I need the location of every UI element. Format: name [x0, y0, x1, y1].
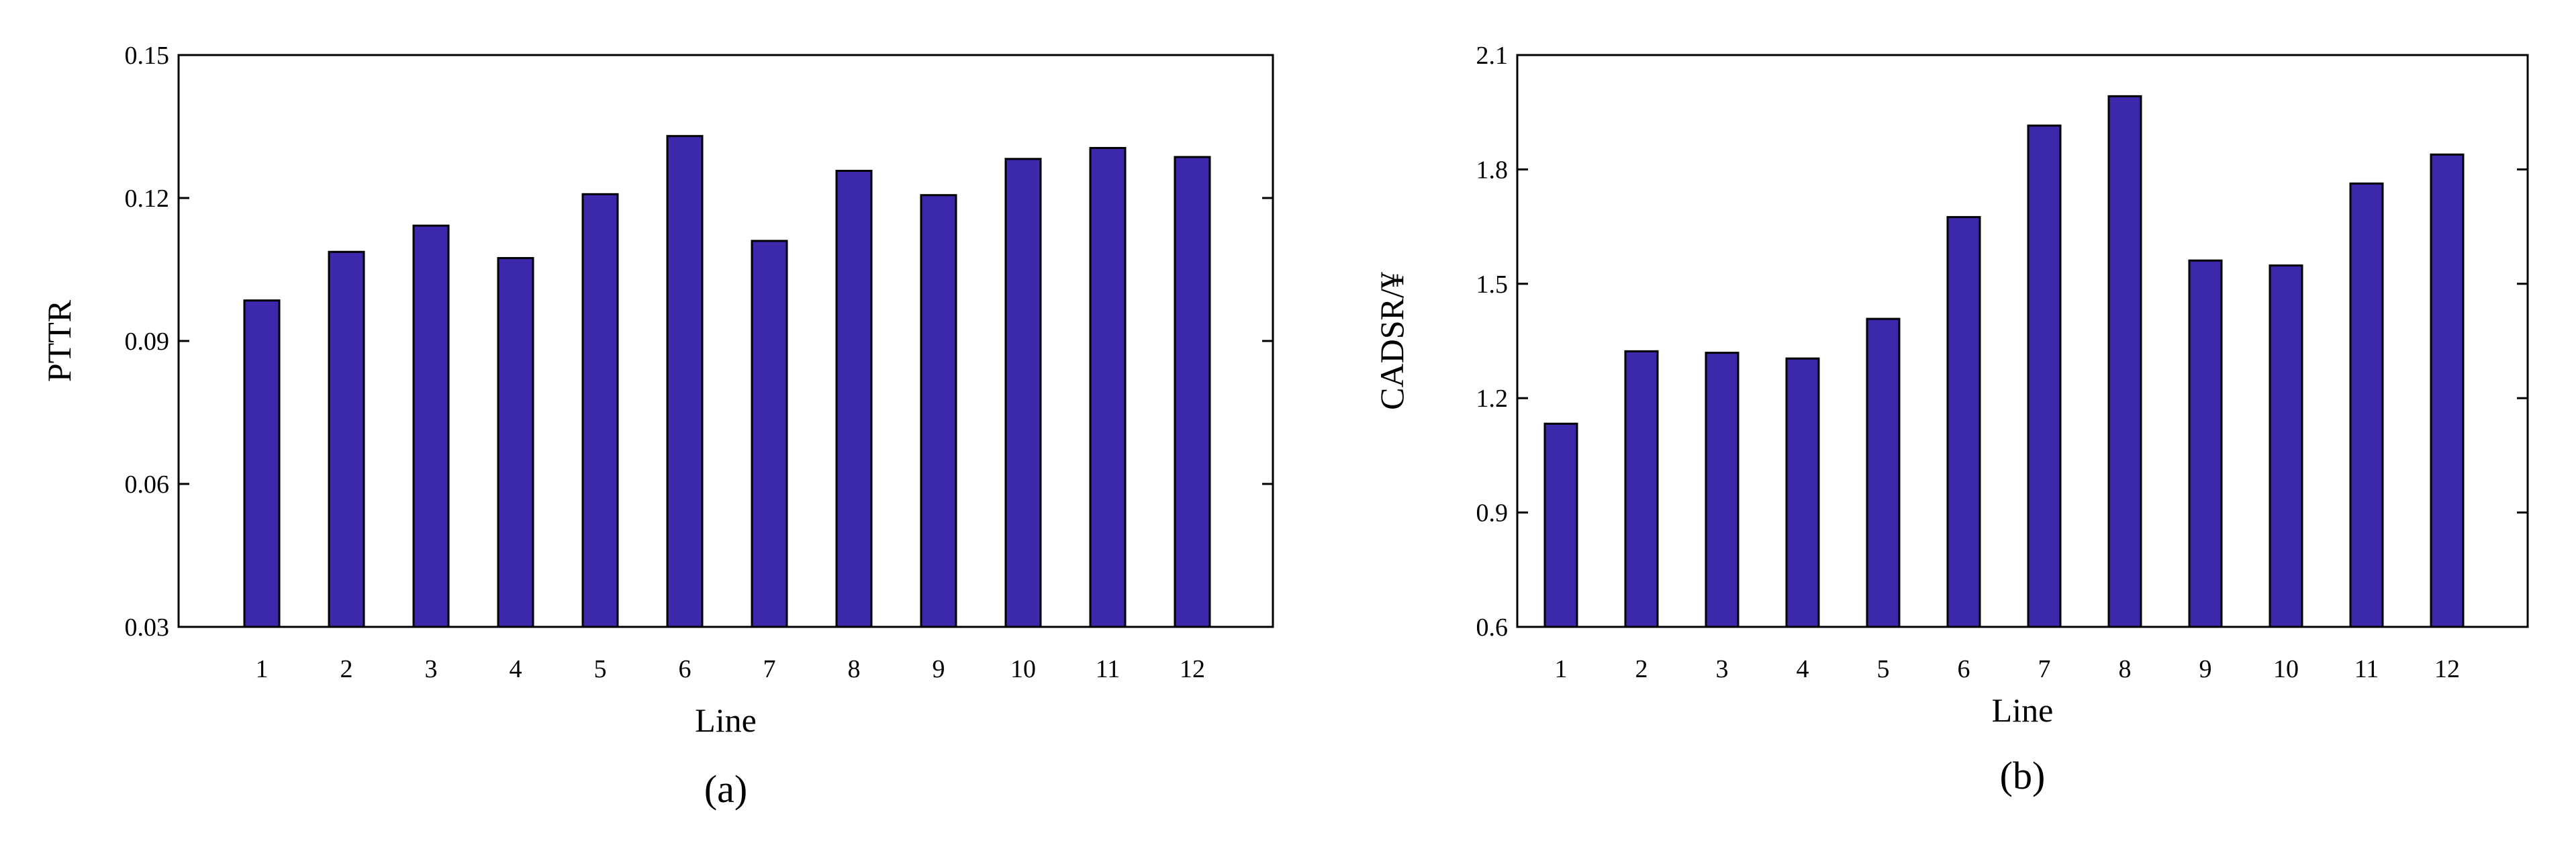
x-tick-label: 7: [763, 655, 776, 683]
panel-b-y-ticks: 0.6 0.9 1.2 1.5 1.8 2.1: [1476, 42, 2528, 642]
y-tick-label: 0.03: [125, 613, 170, 642]
x-tick-label: 4: [510, 655, 522, 683]
x-tick-label: 7: [2038, 655, 2051, 683]
bar-line-7: [751, 240, 788, 628]
bar-line-3: [412, 224, 450, 628]
bar-line-10: [1004, 158, 1042, 628]
bar-line-11: [2349, 182, 2384, 628]
x-tick-label: 2: [1635, 655, 1648, 683]
panel-a: 0.030.060.090.120.15 1 2 3 4 5 6 7 8 9 10 11 12 Lin…: [40, 42, 1274, 811]
bar-line-2: [1624, 350, 1659, 628]
panel-a-y-axis-label: PTTR: [40, 299, 78, 382]
x-tick-label: 1: [1555, 655, 1568, 683]
panel-b: 0.60.91.21.51.82.1 1 2 3 4 5 6 7 8 9 10 11 12 Line …: [1373, 42, 2529, 797]
x-tick-label: 6: [679, 655, 691, 683]
bar-line-9: [2188, 259, 2223, 628]
bar-line-3: [1705, 352, 1739, 628]
panel-b-y-axis-label: CADSR/¥: [1373, 272, 1411, 410]
x-tick-label: 12: [2434, 655, 2460, 683]
y-tick-label: 0.6: [1476, 613, 1509, 642]
bar-line-9: [920, 194, 957, 628]
y-tick-label: 0.12: [125, 185, 170, 213]
x-tick-label: 5: [1877, 655, 1890, 683]
x-tick-label: 11: [1096, 655, 1120, 683]
x-tick-label: 1: [256, 655, 269, 683]
bar-line-12: [2430, 153, 2465, 628]
x-tick-label: 3: [1716, 655, 1729, 683]
x-tick-label: 10: [1010, 655, 1036, 683]
panel-b-x-ticks: 1 2 3 4 5 6 7 8 9 10 11 12: [1555, 655, 2461, 683]
panel-a-caption: (a): [704, 767, 747, 811]
bar-line-5: [1866, 317, 1901, 628]
x-tick-label: 12: [1180, 655, 1205, 683]
panel-a-x-axis-label: Line: [695, 701, 757, 739]
x-tick-label: 9: [933, 655, 945, 683]
bar-line-4: [497, 256, 534, 628]
y-tick-label: 0.09: [125, 328, 170, 356]
bar-line-2: [328, 250, 365, 628]
panel-b-plot-frame: [1516, 54, 2529, 628]
y-tick-label: 1.5: [1476, 270, 1509, 299]
x-tick-label: 11: [2354, 655, 2379, 683]
bar-line-5: [581, 193, 619, 628]
bar-line-12: [1174, 156, 1211, 628]
y-tick-label: 0.9: [1476, 499, 1509, 528]
bar-line-8: [835, 170, 873, 628]
x-tick-label: 6: [1958, 655, 1970, 683]
bar-line-10: [2269, 264, 2303, 628]
x-tick-label: 2: [340, 655, 353, 683]
bar-line-8: [2107, 95, 2142, 628]
bar-line-7: [2027, 124, 2062, 628]
bar-line-6: [666, 135, 704, 628]
panel-a-x-ticks: 1 2 3 4 5 6 7 8 9 10 11 12: [256, 655, 1206, 683]
x-tick-label: 3: [425, 655, 438, 683]
panel-a-bars: [243, 135, 1211, 628]
panel-a-y-ticks: 0.03 0.06 0.09 0.12 0.15: [125, 42, 1273, 642]
x-tick-label: 8: [848, 655, 861, 683]
bar-line-6: [1946, 215, 1981, 628]
x-tick-label: 5: [594, 655, 607, 683]
bar-line-4: [1785, 357, 1820, 628]
panel-b-caption: (b): [2000, 754, 2046, 797]
panel-b-x-axis-label: Line: [1992, 691, 2054, 729]
y-tick-label: 2.1: [1476, 42, 1509, 70]
y-tick-label: 0.06: [125, 471, 170, 499]
bar-line-1: [1543, 422, 1578, 628]
y-tick-label: 1.2: [1476, 385, 1509, 413]
y-tick-label: 1.8: [1476, 156, 1509, 184]
y-tick-label: 0.15: [125, 42, 170, 70]
bar-line-1: [243, 299, 281, 628]
bar-line-11: [1089, 146, 1127, 628]
x-tick-label: 9: [2199, 655, 2212, 683]
x-tick-label: 4: [1797, 655, 1809, 683]
x-tick-label: 10: [2273, 655, 2299, 683]
panel-b-bars: [1543, 95, 2465, 628]
x-tick-label: 8: [2119, 655, 2132, 683]
